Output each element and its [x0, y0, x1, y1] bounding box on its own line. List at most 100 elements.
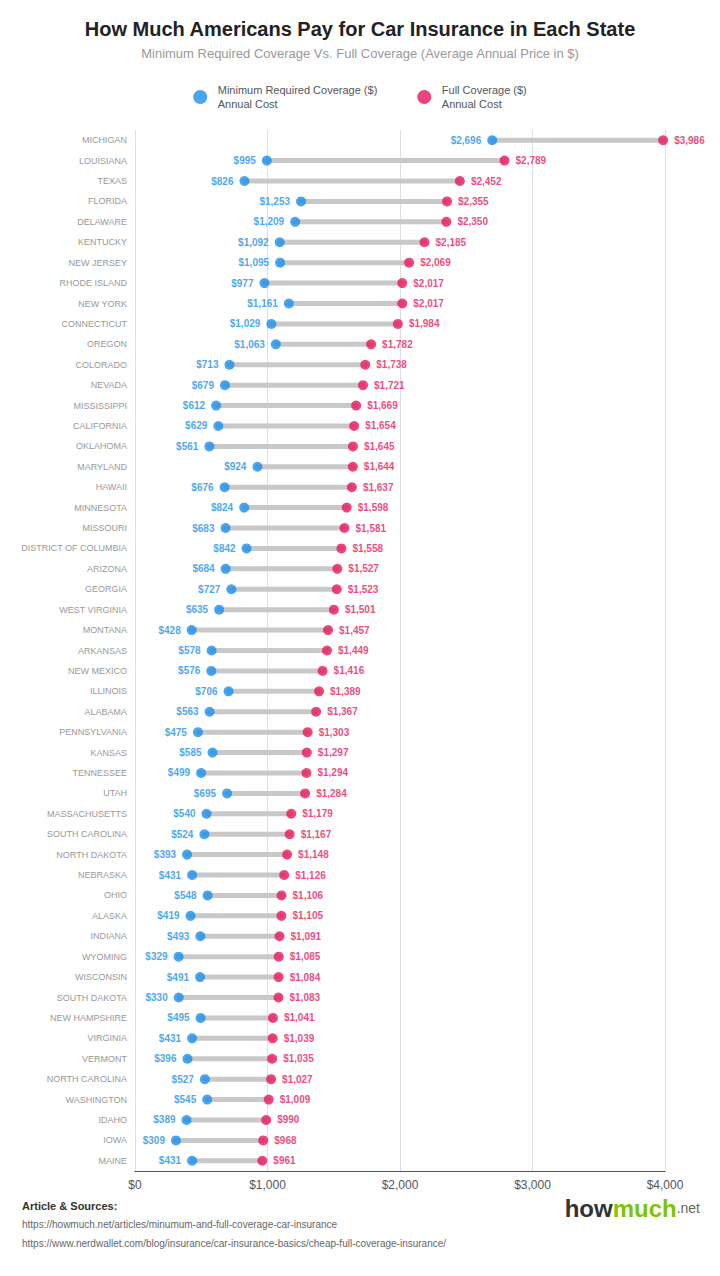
svg-text:$990: $990 [277, 1114, 300, 1125]
svg-text:IOWA: IOWA [103, 1135, 127, 1145]
svg-text:$1,284: $1,284 [316, 788, 347, 799]
svg-text:MISSISSIPPI: MISSISSIPPI [73, 401, 127, 411]
svg-text:$1,527: $1,527 [348, 563, 379, 574]
svg-text:DISTRICT OF COLUMBIA: DISTRICT OF COLUMBIA [21, 543, 127, 553]
svg-text:$2,000: $2,000 [382, 1178, 419, 1192]
svg-text:$727: $727 [198, 584, 221, 595]
svg-text:https://howmuch.net/articles/m: https://howmuch.net/articles/minumum-and… [22, 1219, 338, 1230]
svg-text:$1,095: $1,095 [238, 257, 269, 268]
svg-text:$3,986: $3,986 [674, 135, 705, 146]
svg-text:$1,253: $1,253 [259, 196, 290, 207]
svg-text:WASHINGTON: WASHINGTON [65, 1095, 127, 1105]
svg-text:$431: $431 [159, 1033, 182, 1044]
svg-text:$1,416: $1,416 [334, 665, 365, 676]
svg-text:$389: $389 [153, 1114, 176, 1125]
svg-text:$475: $475 [165, 727, 188, 738]
svg-text:NEVADA: NEVADA [91, 380, 127, 390]
svg-text:$1,161: $1,161 [247, 298, 278, 309]
svg-text:$431: $431 [159, 870, 182, 881]
svg-text:$683: $683 [192, 523, 215, 534]
svg-text:$842: $842 [213, 543, 236, 554]
svg-text:$684: $684 [192, 563, 215, 574]
svg-text:$1,523: $1,523 [348, 584, 379, 595]
svg-text:$545: $545 [174, 1094, 197, 1105]
svg-text:$826: $826 [211, 176, 234, 187]
svg-text:NEBRASKA: NEBRASKA [78, 870, 127, 880]
svg-text:$1,303: $1,303 [319, 727, 350, 738]
svg-text:$396: $396 [154, 1053, 177, 1064]
svg-text:$1,782: $1,782 [382, 339, 413, 350]
svg-text:MICHIGAN: MICHIGAN [82, 135, 127, 145]
svg-text:$2,350: $2,350 [457, 216, 488, 227]
svg-text:SOUTH CAROLINA: SOUTH CAROLINA [47, 829, 127, 839]
svg-text:$2,452: $2,452 [471, 176, 502, 187]
svg-text:$706: $706 [195, 686, 218, 697]
svg-text:$1,105: $1,105 [292, 910, 323, 921]
svg-text:$393: $393 [154, 849, 177, 860]
svg-text:IDAHO: IDAHO [98, 1115, 127, 1125]
svg-text:$2,696: $2,696 [451, 135, 482, 146]
svg-text:$1,457: $1,457 [339, 625, 370, 636]
svg-text:$1,039: $1,039 [284, 1033, 315, 1044]
svg-text:MONTANA: MONTANA [83, 625, 127, 635]
svg-text:$527: $527 [172, 1074, 195, 1085]
svg-text:$576: $576 [178, 665, 201, 676]
svg-text:$1,063: $1,063 [234, 339, 265, 350]
svg-text:HAWAII: HAWAII [96, 482, 127, 492]
svg-text:$1,179: $1,179 [302, 808, 333, 819]
svg-text:$676: $676 [191, 482, 214, 493]
svg-text:GEORGIA: GEORGIA [85, 584, 127, 594]
svg-text:CONNECTICUT: CONNECTICUT [62, 319, 128, 329]
svg-text:INDIANA: INDIANA [90, 931, 127, 941]
svg-text:MARYLAND: MARYLAND [77, 462, 127, 472]
svg-text:LOUISIANA: LOUISIANA [79, 156, 127, 166]
svg-text:Annual Cost: Annual Cost [442, 98, 502, 110]
svg-text:how: how [565, 1195, 613, 1222]
svg-text:NEW HAMPSHIRE: NEW HAMPSHIRE [50, 1013, 127, 1023]
svg-text:$1,106: $1,106 [293, 890, 324, 901]
svg-text:SOUTH DAKOTA: SOUTH DAKOTA [57, 993, 127, 1003]
svg-text:ILLINOIS: ILLINOIS [90, 686, 127, 696]
svg-text:ARIZONA: ARIZONA [87, 564, 127, 574]
svg-text:much: much [613, 1195, 677, 1222]
svg-text:$563: $563 [176, 706, 199, 717]
svg-text:$1,558: $1,558 [352, 543, 383, 554]
svg-text:$695: $695 [194, 788, 217, 799]
svg-text:NORTH DAKOTA: NORTH DAKOTA [56, 850, 127, 860]
svg-text:$1,000: $1,000 [249, 1178, 286, 1192]
svg-text:WISCONSIN: WISCONSIN [75, 972, 127, 982]
svg-text:$561: $561 [176, 441, 199, 452]
svg-text:NEW MEXICO: NEW MEXICO [68, 666, 127, 676]
svg-text:ARKANSAS: ARKANSAS [78, 646, 127, 656]
svg-text:$612: $612 [183, 400, 206, 411]
svg-text:$540: $540 [173, 808, 196, 819]
svg-text:OHIO: OHIO [104, 890, 127, 900]
svg-text:Full Coverage ($): Full Coverage ($) [442, 84, 527, 96]
svg-text:Minimum Required Coverage Vs.: Minimum Required Coverage Vs. Full Cover… [141, 46, 579, 61]
svg-text:KENTUCKY: KENTUCKY [78, 237, 127, 247]
svg-text:$1,389: $1,389 [330, 686, 361, 697]
svg-text:$1,654: $1,654 [365, 420, 396, 431]
svg-text:$1,009: $1,009 [280, 1094, 311, 1105]
svg-text:$0: $0 [128, 1178, 142, 1192]
svg-text:$419: $419 [157, 910, 180, 921]
svg-text:$1,126: $1,126 [295, 870, 326, 881]
svg-text:ALABAMA: ALABAMA [84, 707, 127, 717]
svg-text:$1,581: $1,581 [355, 523, 386, 534]
svg-text:$961: $961 [273, 1155, 296, 1166]
svg-text:$924: $924 [224, 461, 247, 472]
svg-text:$1,297: $1,297 [318, 747, 349, 758]
svg-text:VERMONT: VERMONT [82, 1054, 128, 1064]
svg-text:$1,449: $1,449 [338, 645, 369, 656]
svg-text:RHODE ISLAND: RHODE ISLAND [59, 278, 127, 288]
svg-text:$1,644: $1,644 [364, 461, 395, 472]
svg-text:WEST VIRGINIA: WEST VIRGINIA [59, 605, 127, 615]
svg-text:$1,085: $1,085 [290, 951, 321, 962]
svg-text:CALIFORNIA: CALIFORNIA [73, 421, 127, 431]
svg-text:TEXAS: TEXAS [97, 176, 127, 186]
svg-text:$493: $493 [167, 931, 190, 942]
svg-text:MISSOURI: MISSOURI [82, 523, 127, 533]
svg-text:UTAH: UTAH [103, 788, 127, 798]
svg-text:$2,185: $2,185 [436, 237, 467, 248]
svg-text:$1,041: $1,041 [284, 1012, 315, 1023]
